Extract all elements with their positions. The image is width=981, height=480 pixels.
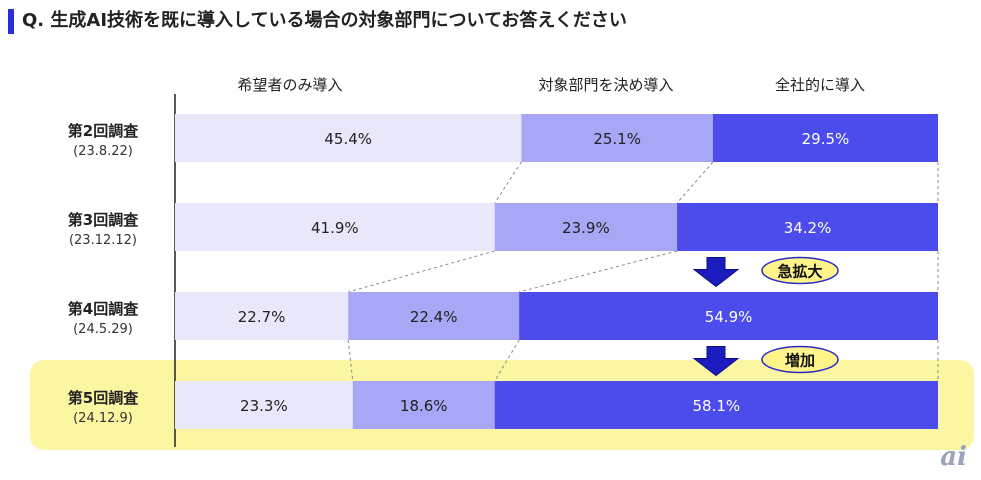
category-date-label: (24.5.29) (73, 322, 133, 337)
bar-segment (348, 292, 520, 340)
data-label: 22.4% (410, 308, 458, 326)
connector-line (494, 161, 522, 204)
down-arrow-icon (692, 257, 740, 288)
bar-segment (352, 381, 495, 429)
connector-line (348, 250, 495, 293)
annotation-bubble (761, 256, 839, 285)
data-label: 45.4% (324, 130, 372, 148)
bar-segment (494, 381, 938, 429)
connector-line (347, 339, 354, 382)
legend-entry: 対象部門を決め導入 (538, 76, 673, 94)
category-label: 第5回調査 (68, 389, 139, 407)
data-label: 23.3% (240, 397, 288, 415)
down-arrow-icon (692, 346, 740, 377)
category-label: 第2回調査 (68, 122, 139, 140)
data-label: 23.9% (562, 219, 610, 237)
ai-logo: ai (940, 442, 967, 472)
bar-segment (521, 114, 713, 162)
annotation-label: 増加 (785, 352, 815, 370)
category-date-label: (24.12.9) (73, 411, 133, 426)
title-accent-bar (8, 9, 14, 34)
data-label: 34.2% (784, 219, 832, 237)
bar-segment (175, 292, 349, 340)
data-label: 41.9% (311, 219, 359, 237)
legend-entry: 全社的に導入 (775, 76, 865, 94)
data-label: 22.7% (238, 308, 286, 326)
bar-segment (712, 114, 938, 162)
connector-line (518, 250, 678, 293)
data-label: 58.1% (693, 397, 741, 415)
data-label: 18.6% (400, 397, 448, 415)
data-label: 25.1% (593, 130, 641, 148)
chart-title: Q. 生成AI技術を既に導入している場合の対象部門についてお答えください (22, 10, 627, 31)
legend-entry: 希望者のみ導入 (237, 76, 342, 94)
connector-line (494, 339, 520, 382)
annotation-bubble (761, 345, 839, 374)
bar-segment (175, 381, 353, 429)
data-label: 29.5% (802, 130, 850, 148)
bar-segment (519, 292, 938, 340)
data-label: 54.9% (705, 308, 753, 326)
bar-segment (175, 203, 495, 251)
category-date-label: (23.8.22) (73, 144, 133, 159)
category-date-label: (23.12.12) (69, 233, 137, 248)
bar-segment (677, 203, 938, 251)
bar-segment (494, 203, 678, 251)
connector-line (676, 161, 714, 204)
category-label: 第4回調査 (68, 300, 139, 318)
bar-segment (175, 114, 522, 162)
annotation-label: 急拡大 (777, 263, 822, 281)
category-label: 第3回調査 (68, 211, 139, 229)
